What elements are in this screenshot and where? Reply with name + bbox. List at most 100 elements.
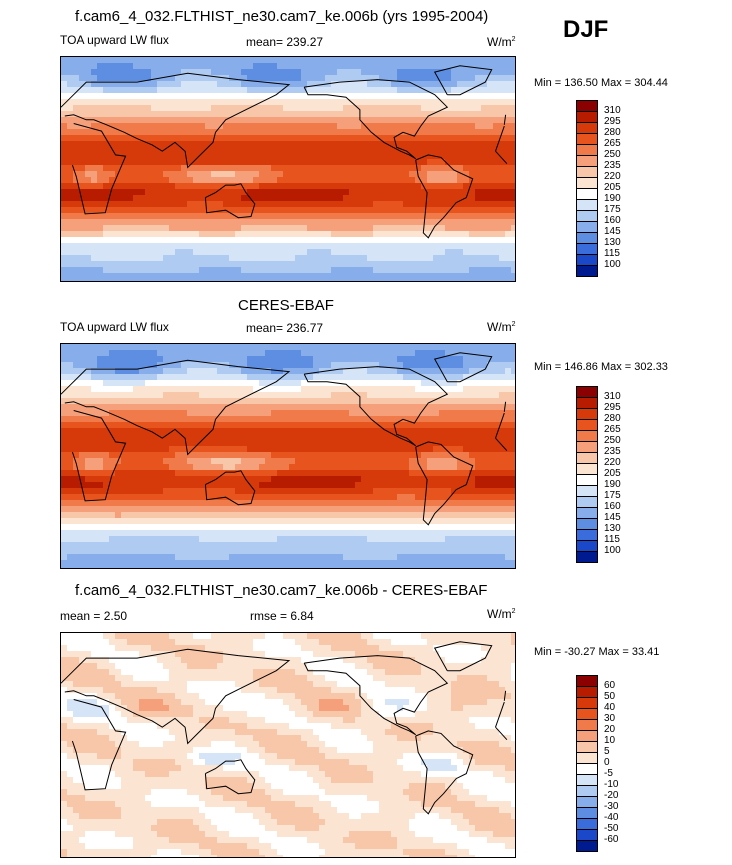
map-cell bbox=[397, 368, 404, 375]
map-cell bbox=[115, 207, 122, 214]
map-cell bbox=[493, 422, 500, 429]
map-cell bbox=[91, 111, 98, 118]
map-cell bbox=[403, 63, 410, 70]
map-cell bbox=[301, 482, 308, 489]
map-cell bbox=[511, 177, 515, 184]
map-cell bbox=[121, 428, 128, 435]
map-cell bbox=[217, 189, 224, 196]
map-cell bbox=[61, 129, 68, 136]
map-cell bbox=[67, 470, 74, 477]
map-cell bbox=[469, 69, 476, 76]
map-cell bbox=[151, 63, 158, 70]
map-cell bbox=[157, 356, 164, 363]
map-cell bbox=[319, 243, 326, 250]
map-cell bbox=[115, 105, 122, 112]
map-cell bbox=[265, 63, 272, 70]
map-cell bbox=[433, 111, 440, 118]
map-cell bbox=[199, 117, 206, 124]
map-cell bbox=[91, 219, 98, 226]
map-cell bbox=[109, 63, 116, 70]
map-cell bbox=[265, 177, 272, 184]
map-cell bbox=[505, 171, 512, 178]
map-cell bbox=[289, 464, 296, 471]
map-cell bbox=[325, 153, 332, 160]
map-cell bbox=[511, 117, 515, 124]
map-cell bbox=[109, 267, 116, 274]
map-cell bbox=[385, 243, 392, 250]
map-cell bbox=[109, 213, 116, 220]
map-cell bbox=[469, 81, 476, 88]
map-cell bbox=[409, 165, 416, 172]
map-cell bbox=[241, 99, 248, 106]
map-cell bbox=[481, 105, 488, 112]
map-cell bbox=[79, 177, 86, 184]
map-cell bbox=[79, 380, 86, 387]
map-cell bbox=[499, 111, 506, 118]
map-cell bbox=[109, 195, 116, 202]
map-cell bbox=[133, 362, 140, 369]
map-cell bbox=[463, 470, 470, 477]
map-cell bbox=[367, 482, 374, 489]
map-cell bbox=[247, 392, 254, 399]
map-cell bbox=[499, 147, 506, 154]
map-cell bbox=[325, 368, 332, 375]
map-cell bbox=[85, 213, 92, 220]
map-cell bbox=[103, 165, 110, 172]
map-cell bbox=[331, 380, 338, 387]
map-cell bbox=[415, 69, 422, 76]
map-cell bbox=[463, 434, 470, 441]
map-cell bbox=[439, 147, 446, 154]
map-cell bbox=[385, 147, 392, 154]
map-cell bbox=[151, 458, 158, 465]
map-cell bbox=[313, 81, 320, 88]
map-cell bbox=[223, 488, 230, 495]
map-cell bbox=[373, 398, 380, 405]
map-cell bbox=[451, 111, 458, 118]
map-cell bbox=[175, 255, 182, 262]
map-cell bbox=[307, 57, 314, 64]
map-cell bbox=[469, 141, 476, 148]
map-cell bbox=[121, 159, 128, 166]
map-cell bbox=[475, 213, 482, 220]
map-cell bbox=[199, 93, 206, 100]
map-cell bbox=[289, 488, 296, 495]
map-cell bbox=[175, 213, 182, 220]
map-cell bbox=[469, 452, 476, 459]
map-cell bbox=[115, 81, 122, 88]
map-cell bbox=[121, 380, 128, 387]
panel-1-minmax: Min = 136.50 Max = 304.44 bbox=[534, 77, 668, 89]
map-cell bbox=[103, 177, 110, 184]
map-cell bbox=[85, 374, 92, 381]
map-cell bbox=[181, 249, 188, 256]
map-cell bbox=[181, 279, 188, 281]
map-cell bbox=[325, 261, 332, 268]
map-cell bbox=[445, 356, 452, 363]
map-cell bbox=[139, 159, 146, 166]
map-cell bbox=[277, 488, 284, 495]
map-cell bbox=[97, 111, 104, 118]
map-cell bbox=[415, 183, 422, 190]
map-cell bbox=[145, 177, 152, 184]
map-cell bbox=[379, 350, 386, 357]
map-cell bbox=[373, 476, 380, 483]
map-cell bbox=[469, 488, 476, 495]
map-cell bbox=[277, 422, 284, 429]
map-cell bbox=[487, 189, 494, 196]
map-cell bbox=[511, 273, 515, 280]
map-cell bbox=[253, 171, 260, 178]
map-cell bbox=[115, 87, 122, 94]
map-cell bbox=[409, 195, 416, 202]
map-cell bbox=[115, 201, 122, 208]
map-cell bbox=[511, 183, 515, 190]
map-cell bbox=[103, 464, 110, 471]
map-cell bbox=[247, 410, 254, 417]
map-cell bbox=[361, 279, 368, 281]
map-cell bbox=[475, 57, 482, 64]
map-cell bbox=[457, 243, 464, 250]
map-cell bbox=[409, 356, 416, 363]
map-cell bbox=[169, 249, 176, 256]
map-cell bbox=[499, 183, 506, 190]
map-cell bbox=[427, 63, 434, 70]
map-cell bbox=[265, 273, 272, 280]
map-cell bbox=[283, 207, 290, 214]
